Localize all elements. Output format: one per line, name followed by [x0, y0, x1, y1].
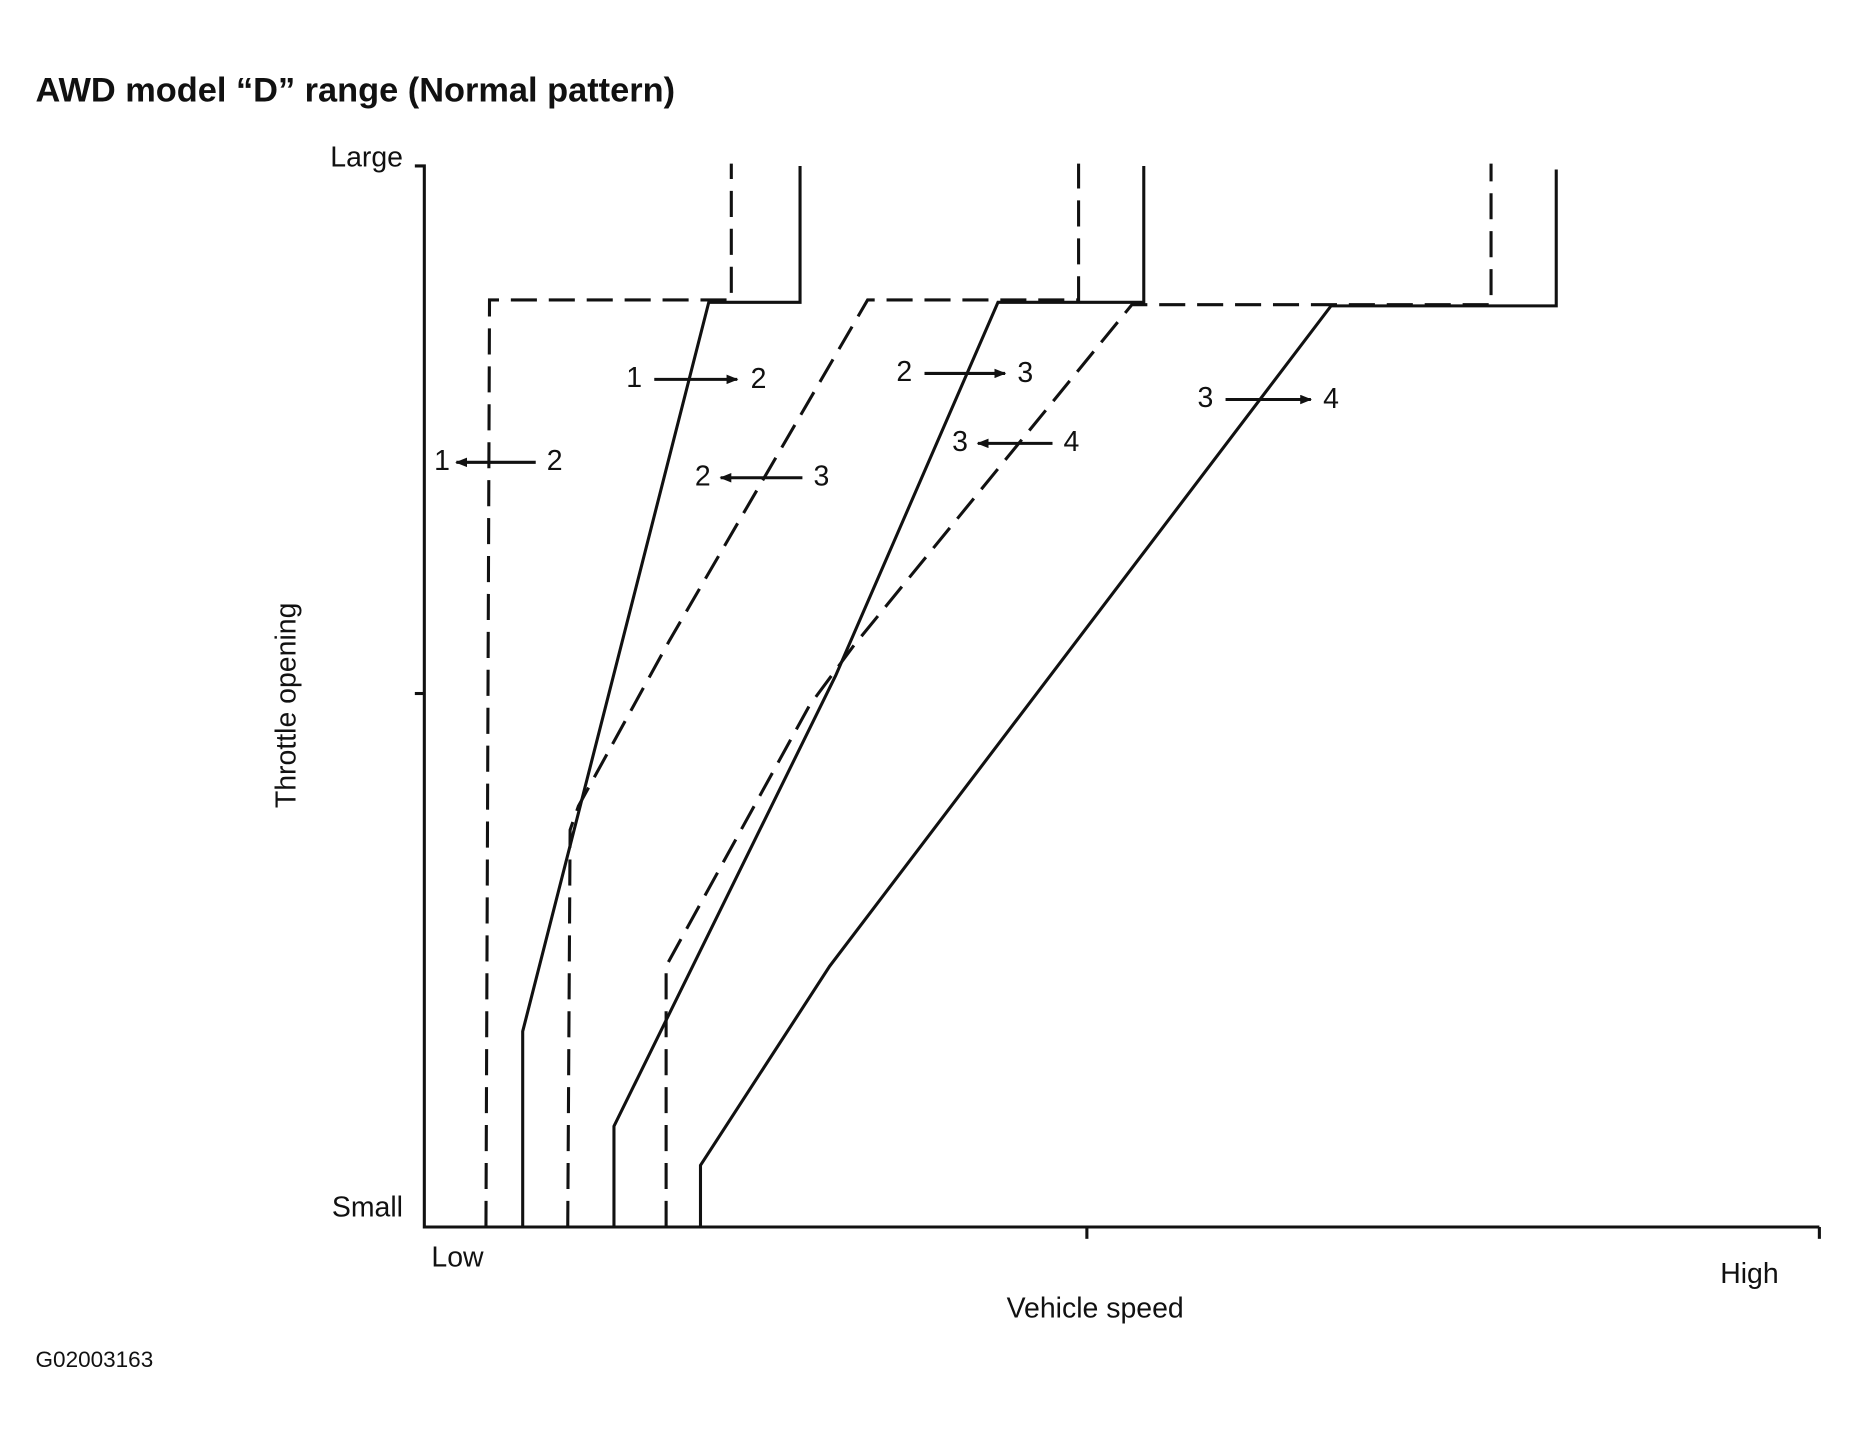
- x-axis-label: Vehicle speed: [1007, 1292, 1184, 1324]
- axes: [414, 164, 1821, 1239]
- figure-id: G02003163: [36, 1347, 154, 1372]
- shift-to: 4: [1064, 426, 1080, 458]
- x-left-label: Low: [431, 1242, 484, 1274]
- title: AWD model “D” range (Normal pattern): [36, 72, 675, 110]
- shift-to: 4: [1323, 383, 1339, 415]
- shift-from: 2: [896, 356, 912, 388]
- y-axis-label: Throttle opening: [271, 603, 303, 809]
- y-bottom-label: Small: [332, 1192, 403, 1224]
- shift-from: 1: [626, 362, 642, 394]
- x-right-label: High: [1720, 1258, 1778, 1290]
- shift-from: 1: [434, 445, 450, 477]
- y-top-label: Large: [330, 141, 403, 173]
- shift-to: 3: [813, 460, 829, 492]
- shift-from: 2: [695, 460, 711, 492]
- shift-from: 3: [952, 426, 968, 458]
- shift-lines: [484, 163, 1558, 1227]
- shift-to: 2: [751, 363, 767, 395]
- shift-from: 3: [1197, 382, 1213, 414]
- shift-to: 2: [547, 445, 563, 477]
- shift-to: 3: [1017, 357, 1033, 389]
